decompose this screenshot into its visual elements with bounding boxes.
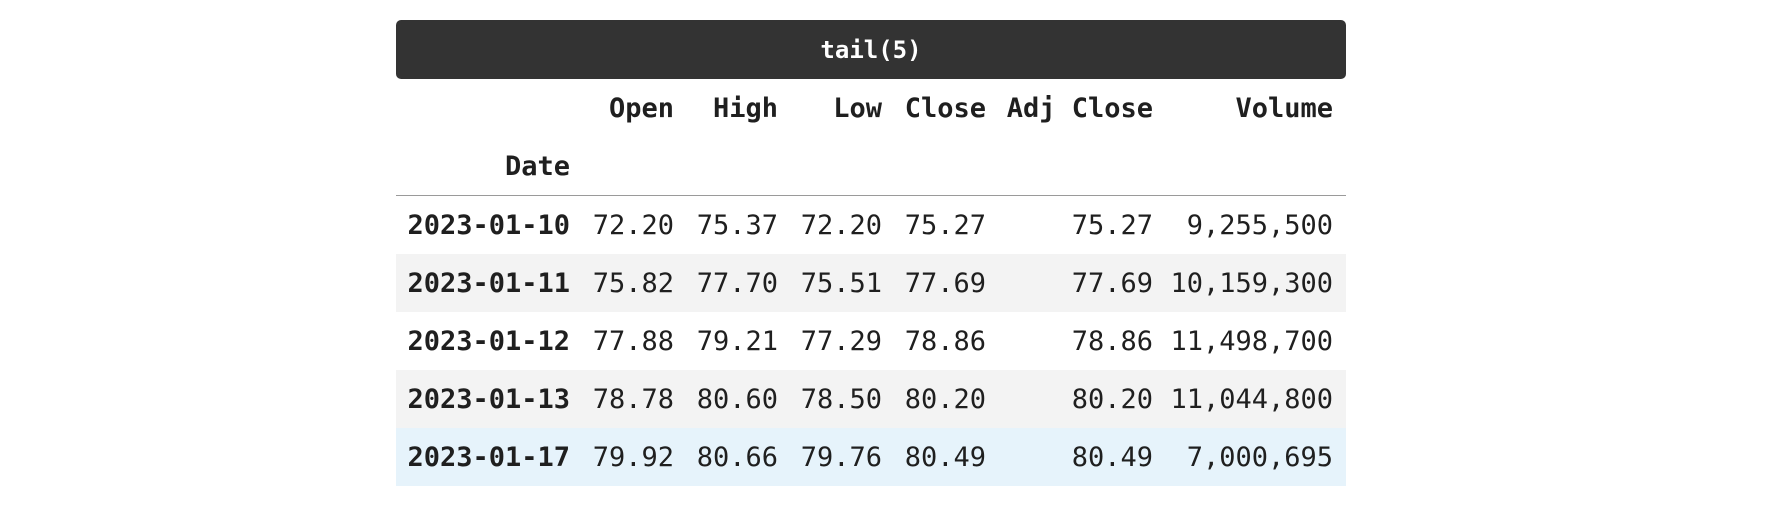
table-header: Open High Low Close Adj Close Volume Dat… <box>396 79 1346 196</box>
column-header-adj-close: Adj Close <box>1006 92 1153 124</box>
cell-low: 72.20 <box>800 209 882 241</box>
cell-open: 77.88 <box>592 325 674 357</box>
column-header-low: Low <box>833 92 882 124</box>
column-header-high: High <box>712 92 778 124</box>
cell-high: 80.60 <box>696 383 778 415</box>
row-index-date: 2023-01-11 <box>407 267 570 299</box>
cell-low: 79.76 <box>800 441 882 473</box>
cell-close: 80.20 <box>904 383 986 415</box>
table-row-highlighted: 2023-01-17 79.92 80.66 79.76 80.49 80.49… <box>396 428 1346 486</box>
table-body: 2023-01-10 72.20 75.37 72.20 75.27 75.27… <box>396 196 1346 486</box>
index-name-date: Date <box>504 150 570 182</box>
cell-adj-close: 78.86 <box>1071 325 1153 357</box>
dataframe-title: tail(5) <box>820 35 922 64</box>
header-blank <box>396 79 583 137</box>
row-index-date: 2023-01-13 <box>407 383 570 415</box>
cell-open: 75.82 <box>592 267 674 299</box>
cell-open: 78.78 <box>592 383 674 415</box>
cell-high: 77.70 <box>696 267 778 299</box>
cell-adj-close: 77.69 <box>1071 267 1153 299</box>
table-row: 2023-01-10 72.20 75.37 72.20 75.27 75.27… <box>396 196 1346 255</box>
row-index-date: 2023-01-12 <box>407 325 570 357</box>
table-row: 2023-01-12 77.88 79.21 77.29 78.86 78.86… <box>396 312 1346 370</box>
index-name-row: Date <box>396 137 1346 196</box>
cell-volume: 9,255,500 <box>1186 209 1333 241</box>
row-index-date: 2023-01-10 <box>407 209 570 241</box>
cell-close: 77.69 <box>904 267 986 299</box>
cell-close: 78.86 <box>904 325 986 357</box>
cell-volume: 7,000,695 <box>1186 441 1333 473</box>
row-index-date: 2023-01-17 <box>407 441 570 473</box>
cell-adj-close: 80.49 <box>1071 441 1153 473</box>
dataframe-table: Open High Low Close Adj Close Volume Dat… <box>396 79 1346 486</box>
column-header-open: Open <box>608 92 674 124</box>
table-row: 2023-01-11 75.82 77.70 75.51 77.69 77.69… <box>396 254 1346 312</box>
table-row: 2023-01-13 78.78 80.60 78.50 80.20 80.20… <box>396 370 1346 428</box>
cell-low: 75.51 <box>800 267 882 299</box>
cell-close: 75.27 <box>904 209 986 241</box>
cell-high: 75.37 <box>696 209 778 241</box>
cell-low: 78.50 <box>800 383 882 415</box>
cell-close: 80.49 <box>904 441 986 473</box>
column-header-close: Close <box>904 92 986 124</box>
cell-low: 77.29 <box>800 325 882 357</box>
cell-volume: 11,498,700 <box>1170 325 1333 357</box>
cell-open: 79.92 <box>592 441 674 473</box>
cell-adj-close: 75.27 <box>1071 209 1153 241</box>
cell-adj-close: 80.20 <box>1071 383 1153 415</box>
cell-open: 72.20 <box>592 209 674 241</box>
cell-volume: 11,044,800 <box>1170 383 1333 415</box>
column-header-volume: Volume <box>1235 92 1333 124</box>
cell-high: 80.66 <box>696 441 778 473</box>
dataframe-output: tail(5) Open High Low Close Adj Close Vo… <box>396 20 1346 486</box>
dataframe-title-bar: tail(5) <box>396 20 1346 79</box>
column-header-row: Open High Low Close Adj Close Volume <box>396 79 1346 137</box>
cell-volume: 10,159,300 <box>1170 267 1333 299</box>
cell-high: 79.21 <box>696 325 778 357</box>
